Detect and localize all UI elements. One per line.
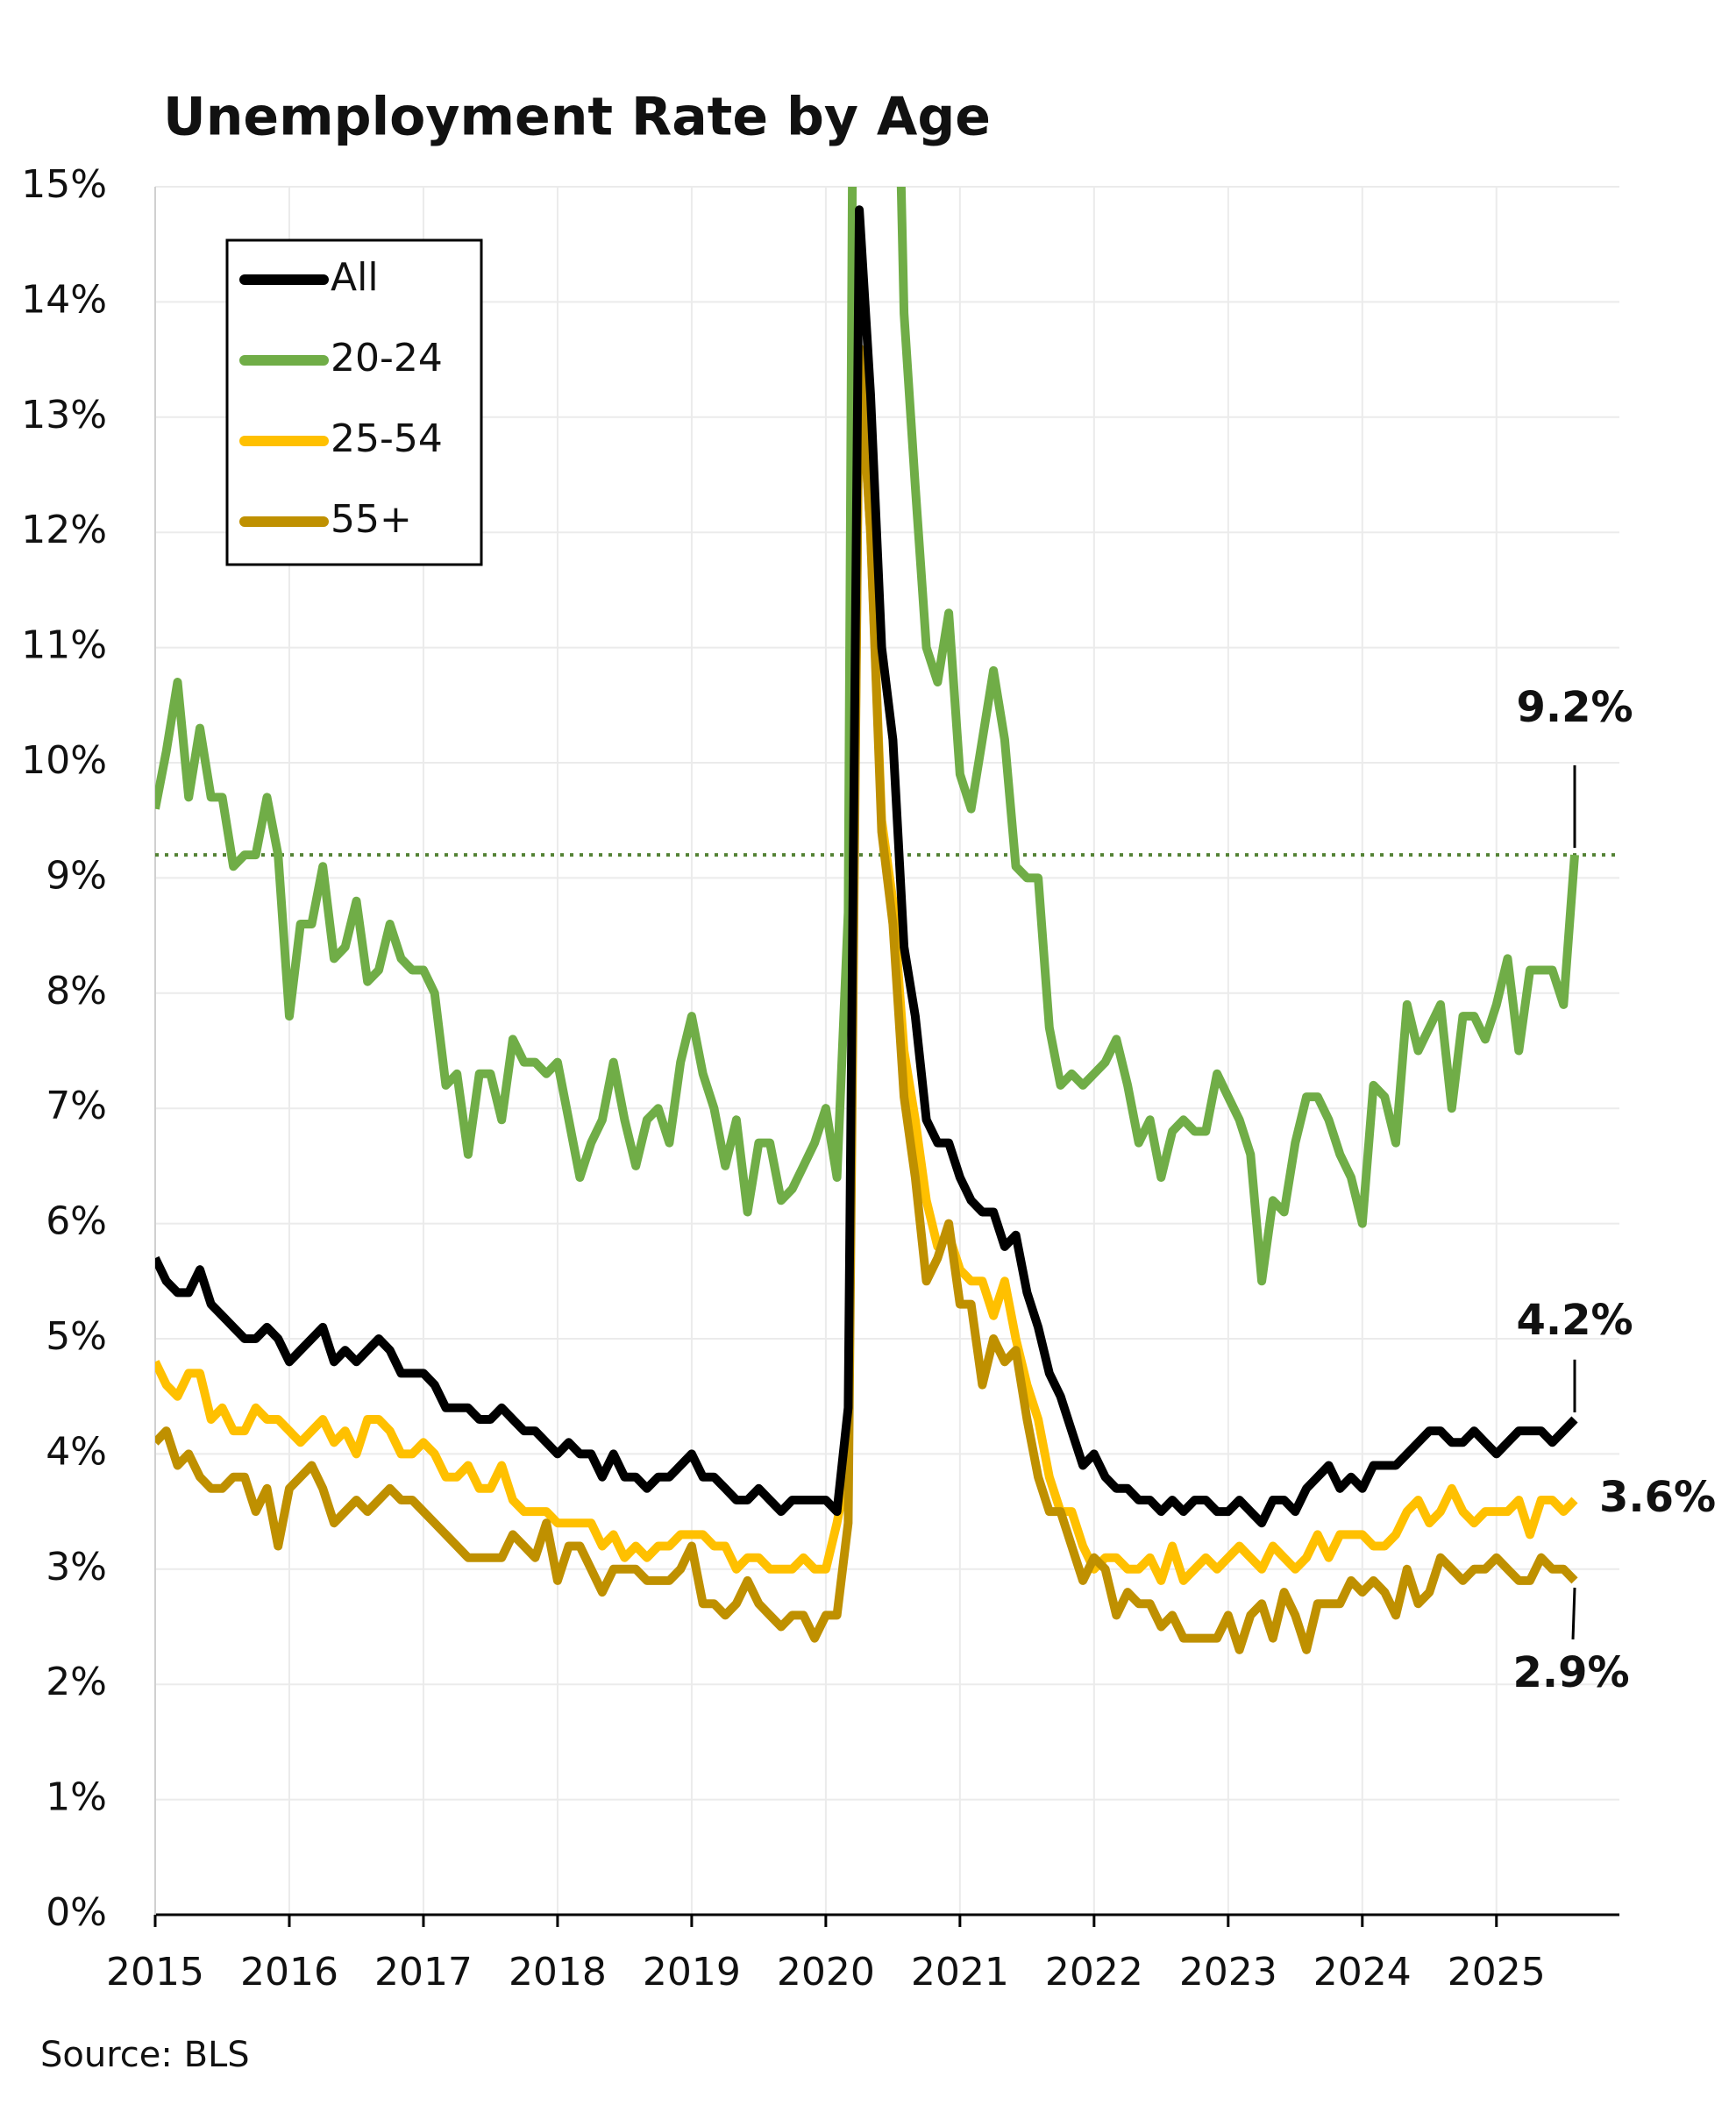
- y-tick-label: 4%: [46, 1429, 107, 1474]
- x-tick-label: 2015: [106, 1950, 204, 1995]
- end-label: 3.6%: [1599, 1473, 1716, 1522]
- x-tick-label: 2021: [911, 1950, 1009, 1995]
- x-tick-label: 2024: [1313, 1950, 1412, 1995]
- y-tick-label: 12%: [21, 508, 107, 552]
- x-tick-label: 2016: [240, 1950, 338, 1995]
- y-tick-label: 7%: [46, 1084, 107, 1128]
- series-line: [155, 187, 1579, 1286]
- y-tick-label: 0%: [46, 1890, 107, 1935]
- chart-title: Unemployment Rate by Age: [163, 87, 991, 148]
- series-line: [155, 344, 1578, 1654]
- end-label: 9.2%: [1516, 683, 1633, 732]
- legend-box: [225, 238, 483, 566]
- y-tick-label: 10%: [21, 738, 107, 783]
- source-note: Source: BLS: [40, 2035, 250, 2075]
- legend-label: 25-54: [331, 416, 443, 461]
- plot-area: [155, 187, 1579, 1654]
- series-line: [155, 205, 1578, 1528]
- end-label: 2.9%: [1512, 1648, 1629, 1697]
- y-tick-label: 9%: [46, 853, 107, 898]
- legend-label: 20-24: [331, 336, 443, 380]
- x-tick-label: 2019: [643, 1950, 741, 1995]
- y-tick-label: 15%: [21, 162, 107, 207]
- x-tick-label: 2017: [374, 1950, 473, 1995]
- y-tick-label: 8%: [46, 969, 107, 1013]
- y-tick-label: 6%: [46, 1199, 107, 1244]
- legend-label: All: [331, 255, 379, 300]
- x-tick-label: 2018: [509, 1950, 607, 1995]
- y-tick-label: 14%: [21, 277, 107, 322]
- y-tick-label: 5%: [46, 1314, 107, 1359]
- x-tick-label: 2023: [1179, 1950, 1277, 1995]
- end-label: 4.2%: [1516, 1296, 1633, 1345]
- y-tick-label: 11%: [21, 623, 107, 668]
- legend-label: 55+: [331, 497, 412, 542]
- y-tick-label: 3%: [46, 1545, 107, 1589]
- x-tick-label: 2022: [1045, 1950, 1143, 1995]
- x-tick-label: 2025: [1448, 1950, 1546, 1995]
- y-tick-label: 13%: [21, 393, 107, 437]
- label-leader: [1571, 1587, 1576, 1639]
- y-tick-label: 1%: [46, 1775, 107, 1820]
- y-tick-label: 2%: [46, 1660, 107, 1704]
- x-tick-label: 2020: [777, 1950, 875, 1995]
